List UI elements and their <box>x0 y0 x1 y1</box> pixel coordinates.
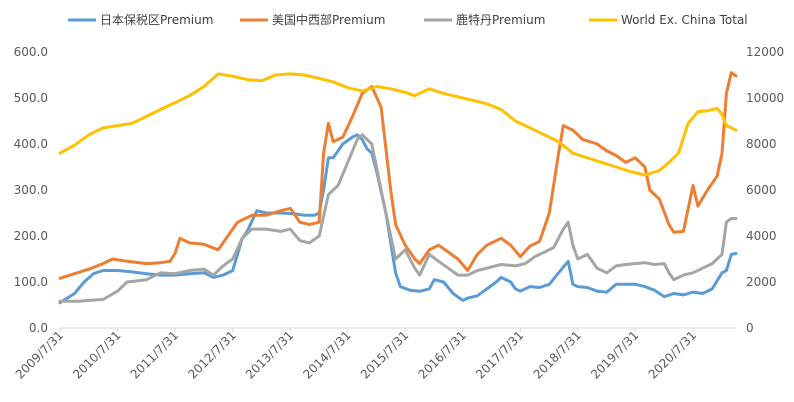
y-left-tick-label: 200.0 <box>14 229 48 243</box>
x-tick-label: 2013/7/31 <box>243 328 296 381</box>
y-right-tick-label: 8000 <box>746 137 777 151</box>
x-tick-label: 2012/7/31 <box>185 328 238 381</box>
y-left-tick-label: 400.0 <box>14 137 48 151</box>
x-tick-label: 2010/7/31 <box>70 328 123 381</box>
series-4-line <box>58 72 738 177</box>
series-2-line <box>58 71 738 280</box>
y-right-tick-label: 6000 <box>746 183 777 197</box>
y-left-tick-label: 0.0 <box>29 321 48 335</box>
y-right-tick-label: 0 <box>746 321 754 335</box>
y-left-tick-label: 500.0 <box>14 91 48 105</box>
legend-label: 日本保税区Premium <box>100 13 213 27</box>
series-3-line <box>58 133 738 303</box>
y-right-tick-label: 12000 <box>746 45 784 59</box>
x-tick-label: 2020/7/31 <box>646 328 699 381</box>
x-tick-label: 2019/7/31 <box>588 328 641 381</box>
y-left-tick-label: 600.0 <box>14 45 48 59</box>
y-right-tick-label: 2000 <box>746 275 777 289</box>
x-axis: 2009/7/31 2010/7/31 2011/7/31 2012/7/31 2013… <box>13 328 699 382</box>
legend-label: World Ex. China Total <box>621 13 748 27</box>
series-layer <box>58 71 738 305</box>
x-tick-label: 2011/7/31 <box>128 328 181 381</box>
legend-label: 鹿特丹Premium <box>456 12 545 27</box>
x-tick-label: 2016/7/31 <box>416 328 469 381</box>
x-tick-label: 2018/7/31 <box>531 328 584 381</box>
x-tick-label: 2014/7/31 <box>300 328 353 381</box>
x-tick-label: 2015/7/31 <box>358 328 411 381</box>
x-tick-label: 2009/7/31 <box>13 328 66 381</box>
y-axis-right: 0 2000 4000 6000 8000 10000 12000 <box>746 45 784 335</box>
legend: 日本保税区Premium 美国中西部Premium 鹿特丹Premium World … <box>68 12 748 27</box>
series-1-line <box>58 133 738 305</box>
y-right-tick-label: 4000 <box>746 229 777 243</box>
legend-label: 美国中西部Premium <box>272 12 385 27</box>
x-tick-label: 2017/7/31 <box>473 328 526 381</box>
y-axis-left: 0.0 100.0 200.0 300.0 400.0 500.0 600.0 <box>14 45 48 335</box>
y-right-tick-label: 10000 <box>746 91 784 105</box>
y-left-tick-label: 100.0 <box>14 275 48 289</box>
y-left-tick-label: 300.0 <box>14 183 48 197</box>
